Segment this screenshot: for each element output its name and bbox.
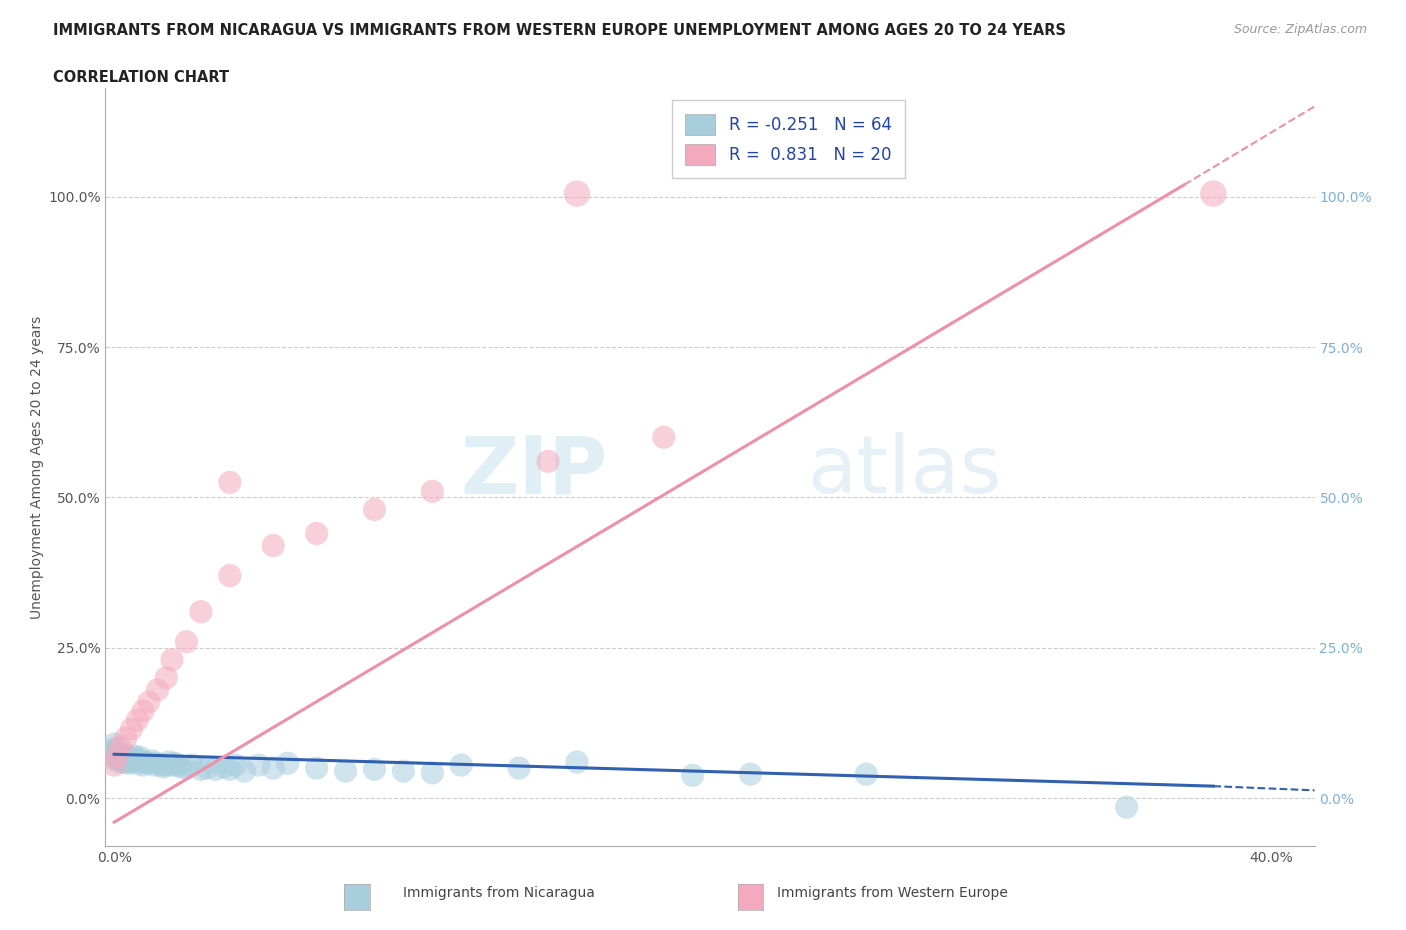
Point xyxy=(132,703,155,718)
Point xyxy=(565,754,588,769)
Point xyxy=(124,749,146,764)
Point xyxy=(149,758,172,773)
Point xyxy=(277,756,299,771)
Point xyxy=(103,746,125,761)
Point xyxy=(166,758,188,773)
Point xyxy=(129,750,152,764)
Point xyxy=(146,756,169,771)
Point xyxy=(124,753,146,768)
Point xyxy=(155,758,177,773)
Point xyxy=(176,634,198,649)
Point xyxy=(127,756,149,771)
Text: Source: ZipAtlas.com: Source: ZipAtlas.com xyxy=(1233,23,1367,36)
Point xyxy=(247,758,270,773)
Point xyxy=(117,756,139,771)
Point xyxy=(132,758,155,773)
Point xyxy=(117,753,139,768)
Point xyxy=(114,731,136,746)
Point xyxy=(152,760,174,775)
Point xyxy=(190,604,212,619)
Y-axis label: Unemployment Among Ages 20 to 24 years: Unemployment Among Ages 20 to 24 years xyxy=(30,315,44,619)
Point xyxy=(103,749,125,764)
Point xyxy=(143,758,166,773)
Point xyxy=(146,683,169,698)
Point xyxy=(652,430,675,445)
Point xyxy=(218,475,240,490)
Point xyxy=(138,695,160,710)
Text: atlas: atlas xyxy=(807,432,1001,511)
Point xyxy=(121,754,143,769)
Point xyxy=(108,739,131,754)
Point xyxy=(111,750,134,764)
Point xyxy=(218,568,240,583)
Point xyxy=(855,766,877,781)
Point xyxy=(335,764,357,778)
Point xyxy=(103,737,125,751)
Point xyxy=(127,751,149,766)
Point xyxy=(114,748,136,763)
Text: ZIP: ZIP xyxy=(460,432,607,511)
Point xyxy=(262,538,284,553)
Point xyxy=(132,754,155,769)
Point xyxy=(233,764,256,778)
Point xyxy=(103,743,125,758)
Point xyxy=(1202,186,1225,201)
Text: IMMIGRANTS FROM NICARAGUA VS IMMIGRANTS FROM WESTERN EUROPE UNEMPLOYMENT AMONG A: IMMIGRANTS FROM NICARAGUA VS IMMIGRANTS … xyxy=(53,23,1066,38)
Point xyxy=(141,753,163,768)
Point xyxy=(105,748,128,763)
Text: Immigrants from Western Europe: Immigrants from Western Europe xyxy=(778,886,1008,900)
Point xyxy=(117,750,139,764)
Point xyxy=(363,762,385,777)
Point xyxy=(114,753,136,768)
Point xyxy=(305,761,328,776)
Point xyxy=(450,758,472,773)
Point xyxy=(195,761,218,776)
Point xyxy=(363,502,385,517)
Point xyxy=(135,754,157,769)
Point xyxy=(1115,800,1137,815)
Point xyxy=(157,754,180,769)
Point xyxy=(392,764,415,778)
Point xyxy=(305,526,328,541)
Point xyxy=(262,761,284,776)
Point xyxy=(108,754,131,769)
Point xyxy=(103,758,125,773)
Point xyxy=(138,756,160,771)
Text: Immigrants from Nicaragua: Immigrants from Nicaragua xyxy=(404,886,595,900)
Point xyxy=(740,766,762,781)
Point xyxy=(163,756,186,771)
Point xyxy=(108,751,131,766)
Point xyxy=(105,750,128,764)
Point xyxy=(103,751,125,766)
Point xyxy=(218,762,240,777)
Point xyxy=(225,758,247,773)
Point xyxy=(160,652,183,667)
Point xyxy=(176,761,198,776)
Point xyxy=(682,768,704,783)
Legend: R = -0.251   N = 64, R =  0.831   N = 20: R = -0.251 N = 64, R = 0.831 N = 20 xyxy=(672,100,905,179)
Point xyxy=(420,484,443,498)
Point xyxy=(190,762,212,777)
Point xyxy=(103,741,125,756)
Point xyxy=(160,758,183,773)
Point xyxy=(105,749,128,764)
Point xyxy=(204,762,226,777)
Point xyxy=(121,751,143,766)
Point xyxy=(108,749,131,764)
Point xyxy=(169,760,191,775)
Point xyxy=(420,765,443,780)
Point xyxy=(537,454,560,469)
Text: CORRELATION CHART: CORRELATION CHART xyxy=(53,70,229,85)
Point xyxy=(155,671,177,685)
Point xyxy=(181,758,204,773)
Point xyxy=(212,760,235,775)
Point xyxy=(565,186,588,201)
Point xyxy=(127,712,149,727)
Point xyxy=(508,761,530,776)
Point xyxy=(111,754,134,769)
Point xyxy=(121,722,143,737)
